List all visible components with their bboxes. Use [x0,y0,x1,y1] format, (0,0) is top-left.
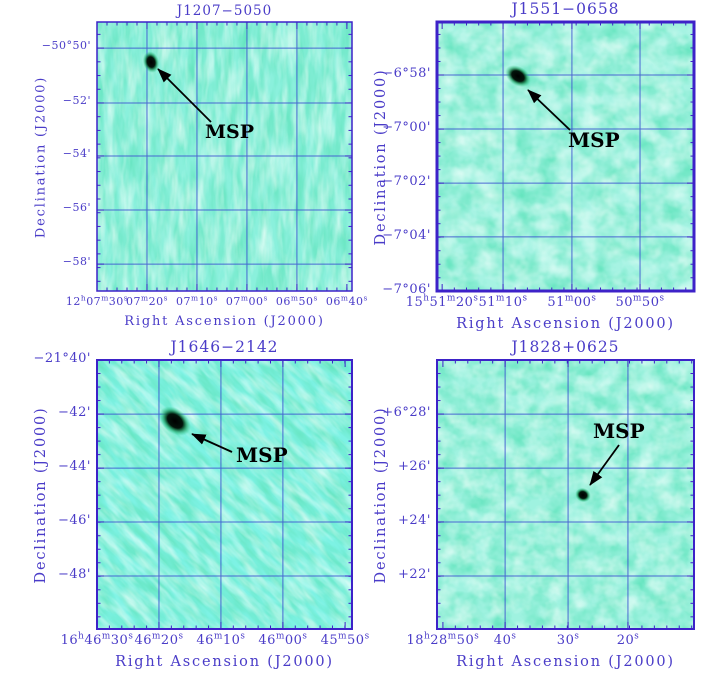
x-tick-label: 18h28m50s [406,631,480,648]
sky-map: MSP [96,359,353,630]
y-tick-label: −7°00' [382,120,431,136]
x-tick-label: 50m50s [615,293,665,310]
x-tick-label: 46m20s [134,631,184,648]
x-axis-label: Right Ascension (J2000) [456,316,675,332]
y-tick-label: −6°58' [382,66,431,81]
msp-annotation-label: MSP [568,128,620,152]
msp-arrow [191,433,233,453]
y-tick-label: −48' [57,567,91,582]
noise-texture [437,22,694,291]
y-tick-label: +26' [397,459,431,475]
y-tick-label: −21°40' [33,351,91,366]
x-tick-label: 12h07m30s [65,293,129,308]
msp-annotation-label: MSP [205,121,254,143]
panel-title: J1828+0625 [511,338,620,356]
sky-map: MSP [435,20,696,293]
msp-arrow [157,68,212,123]
y-tick-label: −7°06' [382,282,431,297]
x-tick-label: 20s [616,631,640,648]
msp-arrow [589,444,620,486]
panel-border [435,20,696,293]
panel-title: J1207−5050 [176,3,273,19]
y-tick-label: −7°02' [382,174,431,190]
x-tick-label: 51m10s [478,293,528,310]
x-tick-label: 07m00s [225,293,268,308]
panel-border [96,21,353,292]
panel-border [436,359,695,630]
x-axis-label: Right Ascension (J2000) [456,654,675,670]
x-tick-label: 30s [556,631,580,648]
y-tick-label: +22' [397,567,431,582]
sky-map: MSP [436,359,695,630]
panel-border [96,359,353,630]
msp-source-spot [159,406,191,436]
map-panel-2: MSP J1551−0658 Declination (J2000) Right A… [373,0,696,332]
coordinate-grid [437,360,694,629]
coordinate-grid [437,22,694,291]
y-tick-label: −46' [57,512,91,528]
y-tick-label: −44' [57,459,91,475]
noise-texture [437,360,694,629]
y-tick-label: +24' [397,512,431,528]
y-tick-label: −58' [62,255,91,269]
y-tick-label: −50°50' [41,39,91,53]
x-tick-label: 07m20s [126,293,168,308]
map-panel-1: MSP J1207−5050 Declination (J2000) Right A… [34,3,368,329]
panel-title: J1646−2142 [170,338,279,356]
msp-source-spot [142,51,160,73]
msp-source-spot [505,65,531,88]
x-tick-label: 16h46m30s [60,631,134,648]
y-tick-label: +6°28' [382,405,431,421]
coordinate-grid [97,22,352,291]
msp-annotation-label: MSP [593,419,645,443]
x-axis-label: Right Ascension (J2000) [115,654,334,670]
y-tick-label: −42' [57,405,91,421]
y-tick-label: −56' [62,201,91,214]
x-tick-label: 15h51m20s [405,293,479,310]
sky-map: MSP [96,21,353,292]
x-tick-label: 46m10s [196,631,246,648]
x-tick-label: 06m40s [325,293,368,308]
y-axis-label: Declination (J2000) [33,406,49,583]
y-axis-label: Declination (J2000) [373,68,389,245]
msp-arrow [527,89,571,131]
x-tick-label: 46m00s [258,631,308,648]
y-tick-label: −52' [62,94,91,107]
axis-ticks [437,360,694,629]
noise-texture [97,22,352,291]
y-axis-label: Declination (J2000) [373,406,389,583]
x-tick-label: 51m00s [547,293,597,310]
map-panel-4: MSP J1828+0625 Declination (J2000) Right A… [373,338,695,670]
x-tick-label: 07m10s [176,293,218,308]
y-tick-label: −7°04' [382,227,431,243]
panel-title: J1551−0658 [511,0,620,18]
x-tick-label: 06m50s [275,293,318,308]
msp-source-spot [575,487,591,503]
map-panel-3: MSP J1646−2142 Declination (J2000) Right A… [33,338,369,670]
x-tick-label: 40s [493,631,517,648]
noise-texture [97,360,352,629]
x-axis-label: Right Ascension (J2000) [124,314,325,329]
msp-annotation-label: MSP [236,443,288,467]
y-tick-label: −54' [62,147,91,160]
coordinate-grid [97,360,352,629]
x-tick-label: 45m50s [320,631,370,648]
